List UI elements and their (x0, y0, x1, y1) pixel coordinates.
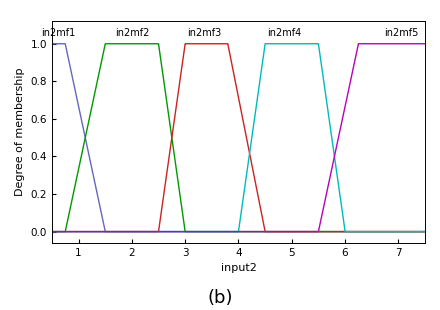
Text: in2mf2: in2mf2 (115, 28, 149, 38)
Y-axis label: Degree of membership: Degree of membership (15, 68, 25, 196)
Text: in2mf3: in2mf3 (187, 28, 221, 38)
Text: in2mf4: in2mf4 (267, 28, 301, 38)
Text: in2mf1: in2mf1 (41, 28, 75, 38)
Text: (b): (b) (207, 289, 233, 307)
Text: in2mf5: in2mf5 (384, 28, 418, 38)
X-axis label: input2: input2 (220, 263, 257, 273)
